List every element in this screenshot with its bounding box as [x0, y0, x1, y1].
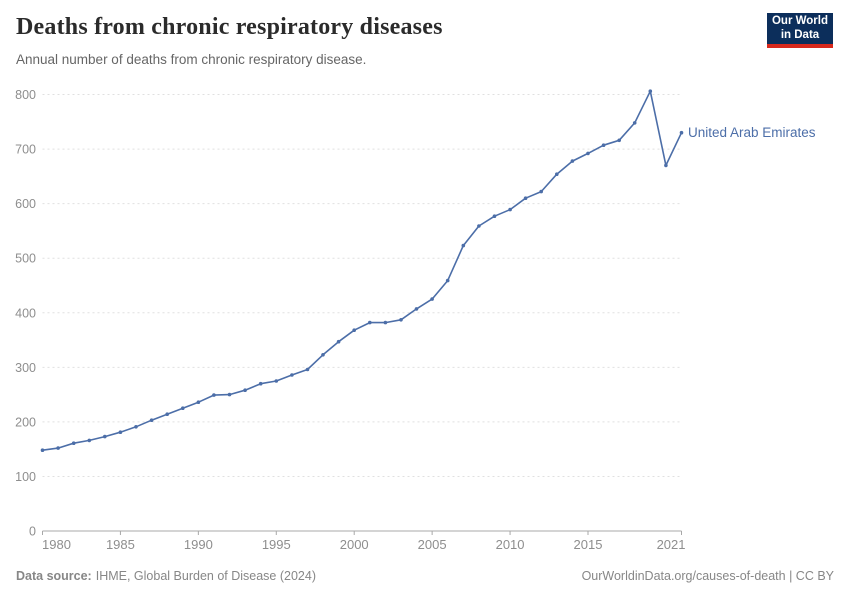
data-points[interactable] [40, 89, 684, 453]
y-tick-label: 800 [15, 88, 36, 102]
data-point[interactable] [87, 438, 92, 443]
data-source-label: Data source: [16, 569, 92, 583]
data-point[interactable] [570, 159, 575, 163]
data-point[interactable] [149, 418, 154, 423]
chart-subtitle: Annual number of deaths from chronic res… [16, 52, 367, 67]
data-source-text: IHME, Global Burden of Disease (2024) [95, 569, 316, 583]
data-point[interactable] [492, 214, 497, 218]
footer: Data source: IHME, Global Burden of Disea… [16, 569, 834, 583]
data-point[interactable] [555, 172, 559, 176]
data-source: Data source: IHME, Global Burden of Disea… [16, 569, 316, 583]
data-point[interactable] [383, 320, 388, 325]
data-point[interactable] [414, 307, 419, 311]
y-tick-label: 0 [29, 525, 36, 539]
data-point[interactable] [632, 121, 637, 125]
x-tick-label: 2000 [340, 537, 369, 552]
gridlines [42, 94, 682, 477]
x-tick-label: 1985 [106, 537, 135, 552]
data-point[interactable] [134, 425, 138, 429]
data-point[interactable] [71, 441, 76, 446]
data-point[interactable] [601, 143, 606, 147]
data-point[interactable] [196, 400, 201, 405]
data-point[interactable] [181, 406, 185, 411]
y-tick-label: 600 [15, 197, 36, 211]
x-tick-label: 1995 [262, 537, 291, 552]
y-tick-label: 700 [15, 143, 36, 157]
page-title: Deaths from chronic respiratory diseases [16, 14, 443, 40]
data-point[interactable] [430, 297, 434, 301]
credit-link[interactable]: OurWorldinData.org/causes-of-death | CC … [581, 569, 834, 583]
data-point[interactable] [617, 138, 621, 143]
line-series[interactable] [42, 90, 683, 451]
data-point[interactable] [212, 393, 216, 397]
data-point[interactable] [258, 381, 263, 386]
data-point[interactable] [118, 430, 123, 435]
data-point[interactable] [165, 412, 169, 417]
y-tick-label: 200 [15, 415, 36, 429]
data-point[interactable] [103, 434, 107, 439]
data-point[interactable] [56, 446, 60, 450]
data-point[interactable] [539, 189, 543, 194]
owid-logo[interactable]: Our World in Data [767, 13, 833, 48]
data-point[interactable] [290, 373, 294, 377]
data-point[interactable] [586, 151, 590, 156]
data-point[interactable] [352, 328, 357, 333]
x-tick-label: 1990 [184, 537, 213, 552]
data-point[interactable] [399, 318, 403, 322]
owid-logo-line1: Our World [771, 15, 828, 28]
x-axis-labels: 1980 1985 1990 1995 2000 2005 2010 2015 2021 [42, 537, 686, 552]
y-tick-label: 500 [15, 252, 36, 266]
data-point[interactable] [336, 339, 341, 344]
y-tick-label: 100 [15, 470, 36, 484]
data-point[interactable] [305, 367, 310, 372]
x-tick-label: 2010 [496, 537, 525, 552]
data-point[interactable] [227, 392, 232, 397]
x-tick-label: 2005 [418, 537, 447, 552]
data-point[interactable] [243, 388, 247, 393]
series-end-label[interactable]: United Arab Emirates [688, 125, 816, 140]
data-point[interactable] [508, 207, 512, 212]
y-tick-label: 400 [15, 306, 36, 320]
data-point[interactable] [40, 448, 45, 453]
x-tick-label: 2021 [657, 537, 686, 552]
data-point[interactable] [664, 163, 668, 168]
x-axis [42, 530, 682, 535]
x-tick-label: 1980 [42, 537, 71, 552]
y-tick-label: 300 [15, 361, 36, 375]
data-point[interactable] [461, 243, 466, 248]
x-tick-label: 2015 [574, 537, 603, 552]
data-point[interactable] [368, 320, 372, 325]
data-point[interactable] [274, 379, 279, 383]
data-point[interactable] [445, 278, 450, 283]
data-point[interactable] [648, 89, 653, 93]
y-axis-labels: 0 100 200 300 400 500 600 700 800 [15, 88, 36, 539]
owid-logo-line2: in Data [780, 28, 820, 41]
data-point[interactable] [477, 224, 481, 228]
data-point[interactable] [523, 196, 528, 200]
data-point[interactable] [679, 130, 684, 135]
data-point[interactable] [321, 353, 325, 357]
